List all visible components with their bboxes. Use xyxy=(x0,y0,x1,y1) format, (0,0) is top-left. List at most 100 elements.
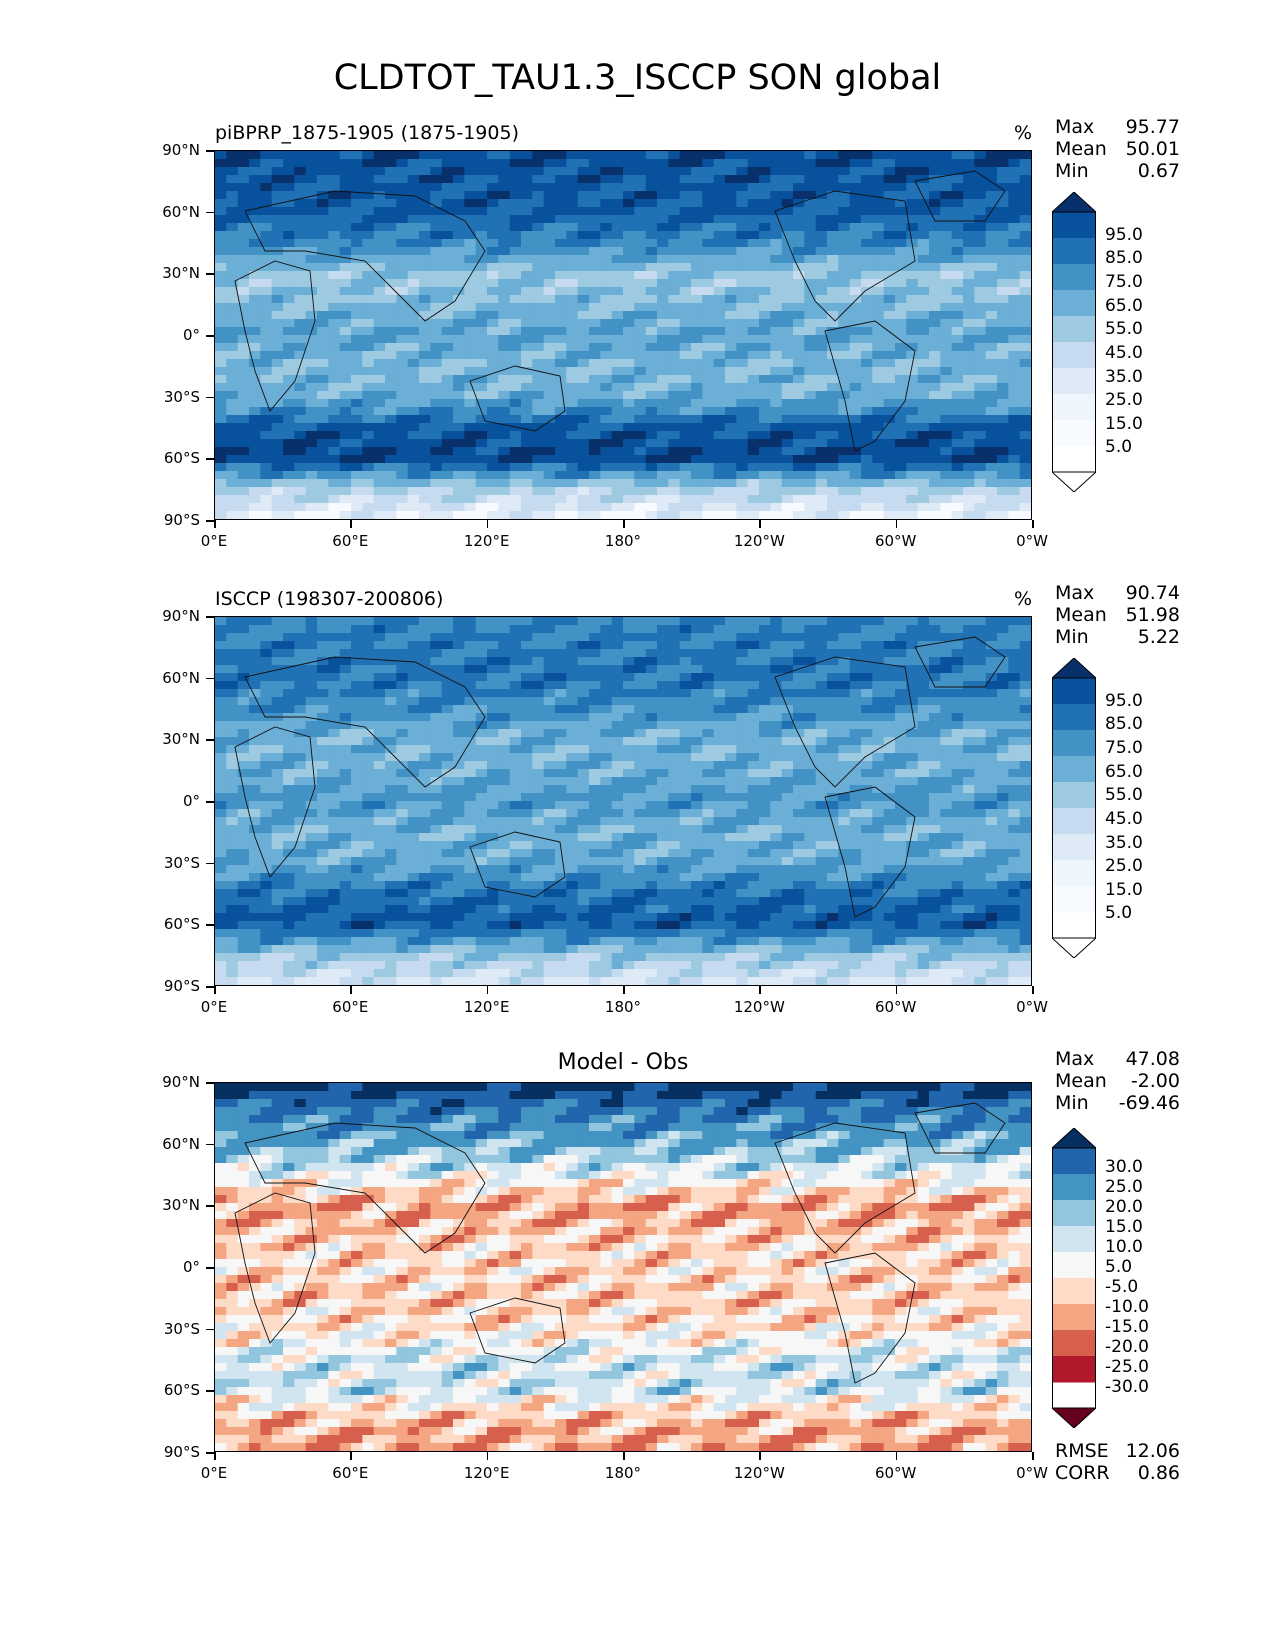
map-cell xyxy=(895,713,907,722)
map-cell xyxy=(849,463,862,472)
map-cell xyxy=(611,479,624,488)
map-cell xyxy=(872,167,885,176)
map-cell xyxy=(827,391,839,400)
map-cell xyxy=(804,745,817,754)
map-cell xyxy=(453,351,465,360)
map-cell xyxy=(657,455,669,464)
map-cell xyxy=(611,255,624,264)
map-cell xyxy=(985,737,998,746)
map-cell xyxy=(396,415,409,424)
map-cell xyxy=(815,487,828,496)
map-cell xyxy=(849,625,862,634)
map-cell xyxy=(951,423,964,432)
map-cell xyxy=(895,359,907,368)
map-cell xyxy=(271,343,284,352)
map-cell xyxy=(906,151,919,160)
map-cell xyxy=(623,657,635,666)
map-cell xyxy=(475,375,488,384)
map-cell xyxy=(668,431,681,440)
map-cell xyxy=(305,151,318,160)
map-cell xyxy=(430,159,443,168)
map-cell xyxy=(566,303,579,312)
map-cell xyxy=(317,439,329,448)
map-cell xyxy=(997,375,1009,384)
map-cell xyxy=(781,697,794,706)
map-cell xyxy=(215,479,227,488)
map-cell xyxy=(600,255,613,264)
map-cell xyxy=(883,705,896,714)
map-cell xyxy=(283,335,295,344)
map-cell xyxy=(521,151,533,160)
map-cell xyxy=(543,681,556,690)
lon-tick-label: 60°W xyxy=(874,532,917,550)
map-cell xyxy=(951,785,964,794)
map-cell xyxy=(521,665,533,674)
map-cell xyxy=(804,335,817,344)
stat-label: Mean xyxy=(1055,138,1107,160)
map-cell xyxy=(917,769,930,778)
map-cell xyxy=(827,625,839,634)
map-cell xyxy=(1008,753,1021,762)
map-cell xyxy=(543,159,556,168)
map-cell xyxy=(623,167,635,176)
map-cell xyxy=(781,359,794,368)
map-cell xyxy=(441,649,454,658)
map-cell xyxy=(396,151,409,160)
map-cell xyxy=(577,159,590,168)
map-cell xyxy=(498,231,511,240)
map-cell xyxy=(464,487,477,496)
map-cell xyxy=(271,175,284,184)
map-cell xyxy=(407,231,420,240)
map-cell xyxy=(997,327,1009,336)
map-cell xyxy=(872,247,885,256)
map-cell xyxy=(906,495,919,504)
map-cell xyxy=(747,737,760,746)
map-cell xyxy=(566,231,579,240)
map-cell xyxy=(577,319,590,328)
map-cell xyxy=(589,399,601,408)
map-cell xyxy=(963,673,975,682)
map-cell xyxy=(963,175,975,184)
map-cell xyxy=(804,167,817,176)
map-cell xyxy=(974,415,987,424)
map-cell xyxy=(328,697,341,706)
map-cell xyxy=(623,399,635,408)
map-cell xyxy=(906,721,919,730)
map-cell xyxy=(577,247,590,256)
map-cell xyxy=(294,681,307,690)
map-cell xyxy=(997,287,1009,296)
map-cell xyxy=(407,673,420,682)
map-cell xyxy=(419,487,431,496)
map-cell xyxy=(532,359,545,368)
map-cell xyxy=(453,375,465,384)
map-cell xyxy=(600,495,613,504)
map-cell xyxy=(929,737,941,746)
map-cell xyxy=(430,447,443,456)
map-cell xyxy=(827,327,839,336)
map-cell xyxy=(985,191,998,200)
map-cell xyxy=(883,729,896,738)
map-cell xyxy=(702,777,715,786)
map-cell xyxy=(691,713,703,722)
map-cell xyxy=(702,697,715,706)
map-cell xyxy=(532,399,545,408)
map-cell xyxy=(283,657,295,666)
map-cell xyxy=(339,777,352,786)
map-cell xyxy=(532,511,545,519)
map-cell xyxy=(634,391,647,400)
map-cell xyxy=(487,175,499,184)
map-cell xyxy=(498,327,511,336)
map-cell xyxy=(668,175,681,184)
map-cell xyxy=(657,391,669,400)
map-cell xyxy=(555,159,567,168)
map-cell xyxy=(929,689,941,698)
map-cell xyxy=(702,479,715,488)
map-cell xyxy=(487,215,499,224)
map-cell xyxy=(430,191,443,200)
map-cell xyxy=(770,359,783,368)
map-cell xyxy=(1019,351,1031,360)
map-cell xyxy=(566,263,579,272)
map-cell xyxy=(339,255,352,264)
map-cell xyxy=(849,383,862,392)
map-cell xyxy=(872,191,885,200)
